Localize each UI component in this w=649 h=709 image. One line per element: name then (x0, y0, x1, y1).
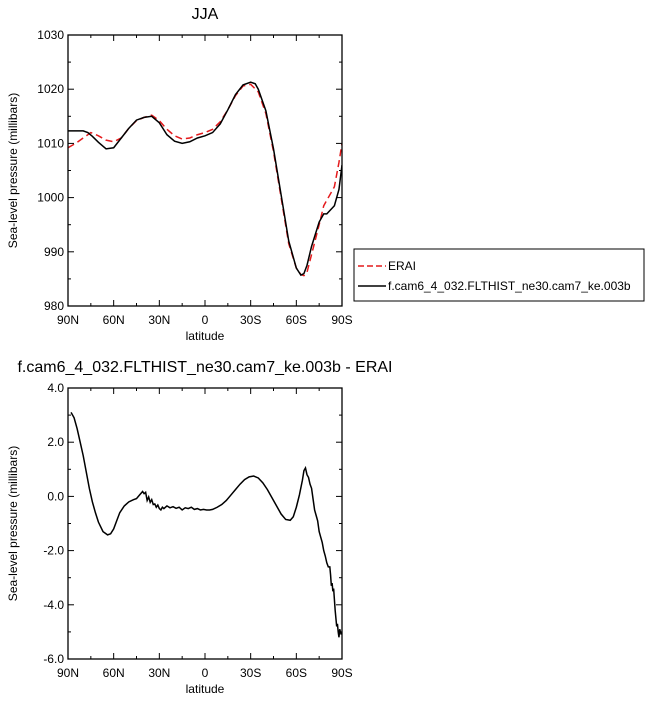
x-tick-label: 60N (103, 313, 125, 327)
y-tick-label: 1020 (37, 82, 64, 96)
series-line-erai (68, 83, 342, 277)
y-tick-label: 4.0 (47, 381, 64, 395)
x-tick-label: 60S (286, 666, 307, 680)
legend-label: f.cam6_4_032.FLTHIST_ne30.cam7_ke.003b (388, 279, 631, 293)
y-tick-label: 1010 (37, 136, 64, 150)
x-tick-label: 0 (202, 666, 209, 680)
x-tick-label: 30N (148, 313, 170, 327)
panel-bottom: f.cam6_4_032.FLTHIST_ne30.cam7_ke.003b -… (6, 359, 393, 696)
legend-box (353, 248, 645, 302)
x-tick-label: 60N (103, 666, 125, 680)
y-tick-label: -4.0 (43, 598, 64, 612)
x-tick-label: 30S (240, 666, 261, 680)
y-tick-label: -6.0 (43, 652, 64, 666)
x-tick-label: 30S (240, 313, 261, 327)
series-line-model (68, 81, 342, 277)
x-tick-label: 90N (57, 313, 79, 327)
x-axis-label: latitude (186, 682, 225, 696)
x-tick-label: 0 (202, 313, 209, 327)
y-tick-label: 0.0 (47, 489, 64, 503)
x-tick-label: 30N (148, 666, 170, 680)
plot-frame (67, 387, 343, 660)
x-tick-label: 90S (331, 666, 352, 680)
chart-title: JJA (192, 6, 219, 23)
y-tick-label: -2.0 (43, 544, 64, 558)
y-tick-label: 980 (44, 299, 64, 313)
panel-top: JJA 90N 60N 30N 0 30S 60S 90S 980 990 1000 1010 1020… (6, 6, 645, 343)
x-tick-label: 60S (286, 313, 307, 327)
y-axis-label: Sea-level pressure (millibars) (6, 446, 20, 601)
x-tick-label: 90N (57, 666, 79, 680)
chart-title: f.cam6_4_032.FLTHIST_ne30.cam7_ke.003b -… (17, 359, 392, 376)
x-tick-label: 90S (331, 313, 352, 327)
plot-frame (67, 34, 343, 307)
y-tick-label: 990 (44, 245, 64, 259)
y-axis-label: Sea-level pressure (millibars) (6, 93, 20, 248)
x-axis-label: latitude (186, 329, 225, 343)
y-tick-label: 1030 (37, 28, 64, 42)
series-line-model (70, 412, 342, 638)
y-tick-label: 1000 (37, 191, 64, 205)
y-tick-label: 2.0 (47, 435, 64, 449)
legend-label: ERAI (388, 259, 416, 273)
